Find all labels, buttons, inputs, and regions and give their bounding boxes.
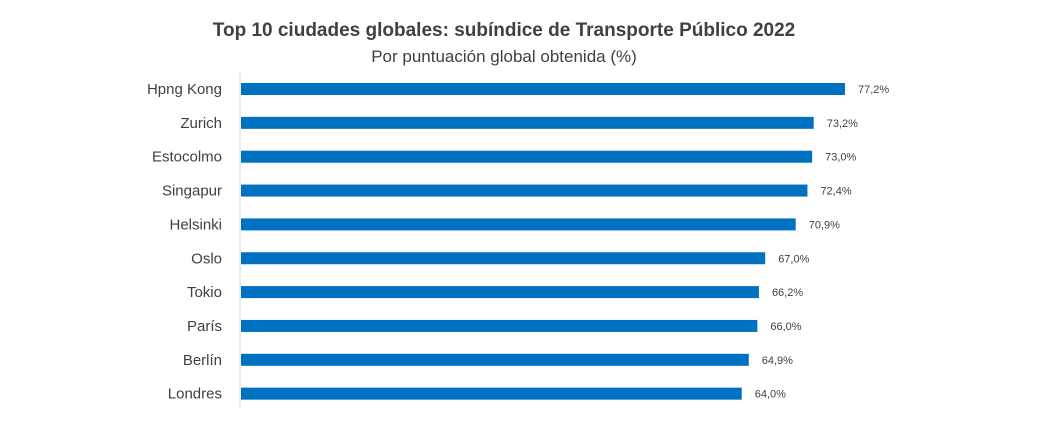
category-label: Zurich [180, 115, 222, 132]
category-label: Singapur [162, 183, 222, 200]
bar [241, 218, 796, 231]
value-label: 77,2% [858, 84, 889, 96]
category-label: París [187, 318, 222, 335]
category-label: Oslo [191, 250, 222, 267]
category-label: Londres [168, 386, 222, 403]
value-label: 64,9% [762, 355, 793, 367]
bar [241, 387, 742, 400]
category-label: Estocolmo [152, 149, 222, 166]
bar [241, 319, 758, 332]
bar [241, 83, 845, 95]
bar [241, 252, 766, 265]
value-label: 67,0% [778, 253, 809, 265]
value-label: 66,0% [770, 321, 801, 333]
bar [241, 150, 813, 163]
value-label: 70,9% [809, 219, 840, 231]
value-label: 72,4% [820, 186, 851, 198]
bar [241, 353, 749, 366]
value-label: 64,0% [755, 389, 786, 401]
chart-title: Top 10 ciudades globales: subíndice de T… [212, 20, 796, 41]
category-label: Helsinki [169, 216, 222, 233]
bar [241, 184, 808, 197]
category-label: Hpng Kong [147, 81, 222, 98]
chart-subtitle: Por puntuación global obtenida (%) [371, 47, 637, 66]
category-label: Tokio [187, 284, 222, 301]
value-label: 73,2% [827, 118, 858, 130]
value-label: 73,0% [825, 152, 856, 164]
category-label: Berlín [183, 352, 222, 369]
bar [241, 286, 759, 299]
value-label: 66,2% [772, 287, 803, 299]
bar [241, 116, 814, 129]
